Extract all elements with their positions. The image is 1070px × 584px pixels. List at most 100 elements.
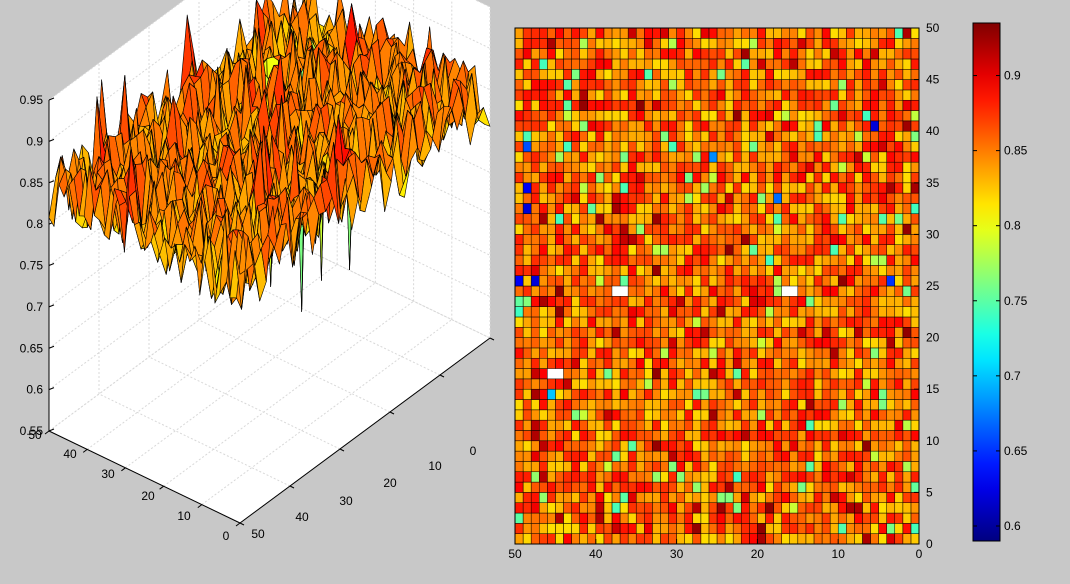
heatmap-cell	[716, 58, 726, 70]
heatmap-cell	[870, 120, 879, 132]
heatmap-cell	[765, 182, 774, 194]
heatmap-cell	[514, 306, 524, 318]
heatmap-cell	[902, 120, 912, 132]
heatmap-cell	[644, 430, 653, 442]
heatmap-cell	[716, 48, 726, 60]
heatmap-cell	[514, 440, 524, 452]
heatmap-cell	[587, 285, 597, 297]
heatmap-cell	[846, 461, 855, 473]
heatmap-cell	[886, 254, 896, 266]
heatmap-cell	[732, 471, 742, 483]
heatmap-cell	[805, 327, 815, 338]
heatmap-cell	[821, 58, 831, 70]
heatmap-cell	[660, 533, 669, 545]
heatmap-cell	[829, 430, 839, 442]
heatmap-cell	[862, 130, 871, 142]
heatmap-cell	[846, 512, 855, 524]
heatmap-cell	[684, 265, 694, 276]
heatmap-cell	[886, 399, 896, 411]
heatmap-cell	[789, 440, 799, 452]
heatmap-cell	[781, 99, 790, 111]
heatmap-cell	[740, 234, 750, 245]
heatmap-cell	[724, 265, 734, 276]
heatmap-cell	[644, 141, 653, 153]
heatmap-cell	[514, 275, 524, 287]
heatmap-cell	[538, 502, 548, 514]
heatmap-cell	[603, 368, 613, 380]
heatmap-cell	[555, 58, 564, 70]
heatmap-cell	[740, 357, 750, 369]
heatmap-cell	[587, 481, 597, 493]
heatmap-cell	[894, 327, 904, 338]
heatmap-cell	[611, 234, 621, 245]
heatmap-cell	[530, 347, 540, 359]
heatmap-cell	[595, 533, 605, 545]
heatmap-cell	[749, 151, 758, 163]
heatmap-cell	[571, 27, 580, 39]
heatmap-cell	[668, 120, 677, 132]
heatmap-cell	[708, 409, 718, 421]
heatmap-cell	[563, 368, 572, 380]
heatmap-cell	[870, 275, 879, 287]
heatmap-cell	[870, 234, 879, 245]
heatmap-cell	[765, 502, 774, 514]
heatmap-cell	[813, 69, 823, 80]
heatmap-cell	[627, 161, 637, 173]
heatmap-cell	[902, 244, 912, 256]
heatmap-cell	[789, 151, 799, 163]
heatmap-cell	[635, 461, 645, 473]
heatmap-cell	[732, 430, 742, 442]
heatmap-cell	[886, 27, 896, 39]
heatmap-cell	[700, 337, 710, 349]
heatmap-cell	[886, 316, 896, 328]
heatmap-cell	[579, 38, 588, 49]
heatmap-cell	[862, 161, 871, 173]
heatmap-cell	[611, 327, 621, 338]
heatmap-cell	[886, 533, 896, 545]
heatmap-cell	[708, 327, 718, 338]
heatmap-cell	[724, 285, 734, 297]
heatmap-cell	[716, 419, 726, 431]
heatmap-cell	[579, 316, 588, 328]
heatmap-cell	[652, 440, 661, 452]
heatmap-cell	[878, 296, 887, 307]
heatmap-cell	[829, 130, 839, 142]
heatmap-cell	[837, 316, 847, 328]
heatmap-cell	[716, 223, 726, 235]
heatmap-cell	[740, 151, 750, 163]
heatmap-cell	[749, 58, 758, 70]
heatmap-cell	[781, 141, 790, 153]
surface-floor	[49, 246, 490, 523]
heatmap-cell	[619, 213, 629, 225]
heatmap-cell	[514, 69, 524, 80]
heatmap-cell	[765, 203, 774, 215]
heatmap-cell	[571, 48, 580, 60]
heatmap-cell	[870, 244, 879, 256]
heatmap-cell	[749, 130, 758, 142]
heatmap-cell	[692, 120, 702, 132]
heatmap-cell	[514, 327, 524, 338]
heatmap-cell	[611, 481, 621, 493]
heatmap-cell	[611, 275, 621, 287]
heatmap-cell	[563, 533, 572, 545]
heatmap-cell	[595, 254, 605, 266]
heatmap-cell	[530, 523, 540, 534]
heatmap-cell	[676, 213, 685, 225]
heatmap-cell	[603, 471, 613, 483]
heatmap-cell	[740, 430, 750, 442]
heatmap-cell	[846, 316, 855, 328]
heatmap-cell	[797, 223, 807, 235]
heatmap-cell	[732, 440, 742, 452]
heatmap-cell	[765, 151, 774, 163]
heatmap-cell	[805, 58, 815, 70]
heatmap-cell	[708, 265, 718, 276]
heatmap-cell	[595, 244, 605, 256]
heatmap-cell	[538, 141, 548, 153]
heatmap-cell	[846, 388, 855, 400]
heatmap-cell	[660, 337, 669, 349]
heatmap-cell	[910, 213, 920, 225]
heatmap-cell	[749, 265, 758, 276]
heatmap-cell	[732, 172, 742, 184]
heatmap-cell	[563, 48, 572, 60]
heatmap-cell	[627, 378, 637, 390]
